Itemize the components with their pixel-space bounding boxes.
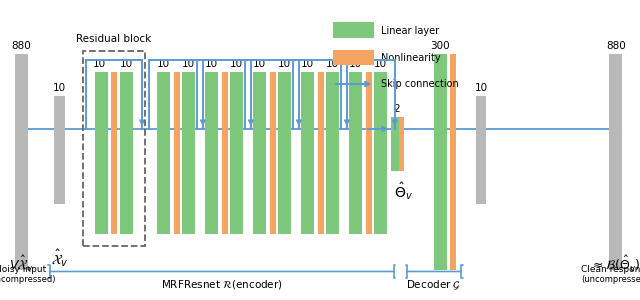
Text: 10: 10 bbox=[230, 59, 243, 69]
Text: Linear layer: Linear layer bbox=[381, 26, 439, 36]
Bar bbox=[476, 96, 486, 204]
Text: 10: 10 bbox=[349, 59, 362, 69]
Text: 10: 10 bbox=[475, 83, 488, 93]
Bar bbox=[374, 72, 387, 234]
Text: 10: 10 bbox=[157, 59, 170, 69]
Bar bbox=[399, 117, 404, 171]
Text: 10: 10 bbox=[182, 59, 195, 69]
Bar bbox=[301, 72, 314, 234]
Bar bbox=[450, 54, 456, 270]
Text: 10: 10 bbox=[205, 59, 218, 69]
Text: Residual block: Residual block bbox=[76, 34, 152, 44]
Text: 10: 10 bbox=[301, 59, 314, 69]
Bar bbox=[120, 72, 133, 234]
Text: (uncompressed): (uncompressed) bbox=[581, 275, 640, 284]
Bar bbox=[174, 72, 180, 234]
Text: $V\hat{\mathcal{X}}_v$: $V\hat{\mathcal{X}}_v$ bbox=[9, 254, 33, 274]
Text: 10: 10 bbox=[278, 59, 291, 69]
Text: 300: 300 bbox=[431, 41, 450, 51]
Bar bbox=[253, 72, 266, 234]
Bar bbox=[230, 72, 243, 234]
Text: MRFResnet $\mathcal{R}$(encoder): MRFResnet $\mathcal{R}$(encoder) bbox=[161, 278, 283, 291]
Text: $\hat{\Theta}_v$: $\hat{\Theta}_v$ bbox=[394, 180, 413, 202]
Bar bbox=[157, 72, 170, 234]
Text: Clean response: Clean response bbox=[581, 266, 640, 274]
Bar bbox=[434, 54, 447, 270]
Bar bbox=[54, 96, 65, 204]
Text: 10: 10 bbox=[253, 59, 266, 69]
Bar bbox=[83, 51, 145, 246]
Bar bbox=[205, 72, 218, 234]
Text: 10: 10 bbox=[374, 59, 387, 69]
Bar bbox=[270, 72, 276, 234]
Bar bbox=[222, 72, 228, 234]
Bar bbox=[111, 72, 117, 234]
Bar bbox=[326, 72, 339, 234]
Text: $\approx\mathcal{B}(\hat{\Theta}_v)$: $\approx\mathcal{B}(\hat{\Theta}_v)$ bbox=[590, 254, 640, 274]
Text: 880: 880 bbox=[606, 41, 625, 51]
Text: $\hat{\mathcal{X}}_v$: $\hat{\mathcal{X}}_v$ bbox=[51, 248, 68, 269]
Bar bbox=[349, 72, 362, 234]
Text: 10: 10 bbox=[93, 59, 106, 69]
Text: Decoder $\mathcal{G}$: Decoder $\mathcal{G}$ bbox=[406, 278, 461, 292]
Text: 10: 10 bbox=[120, 59, 133, 69]
Bar bbox=[15, 54, 28, 270]
Bar bbox=[391, 117, 399, 171]
Bar bbox=[609, 54, 622, 270]
Text: Skip connection: Skip connection bbox=[381, 79, 458, 89]
Bar bbox=[366, 72, 372, 234]
Bar bbox=[182, 72, 195, 234]
Text: 880: 880 bbox=[12, 41, 31, 51]
Text: 10: 10 bbox=[326, 59, 339, 69]
Bar bbox=[318, 72, 324, 234]
Text: (uncompressed): (uncompressed) bbox=[0, 275, 56, 284]
Text: 10: 10 bbox=[53, 83, 66, 93]
Bar bbox=[333, 22, 374, 38]
Bar bbox=[278, 72, 291, 234]
Text: Noisy input: Noisy input bbox=[0, 266, 47, 274]
Text: 2: 2 bbox=[394, 104, 400, 114]
Bar bbox=[333, 50, 374, 64]
Bar bbox=[95, 72, 108, 234]
Text: Nonlinearity: Nonlinearity bbox=[381, 52, 440, 63]
